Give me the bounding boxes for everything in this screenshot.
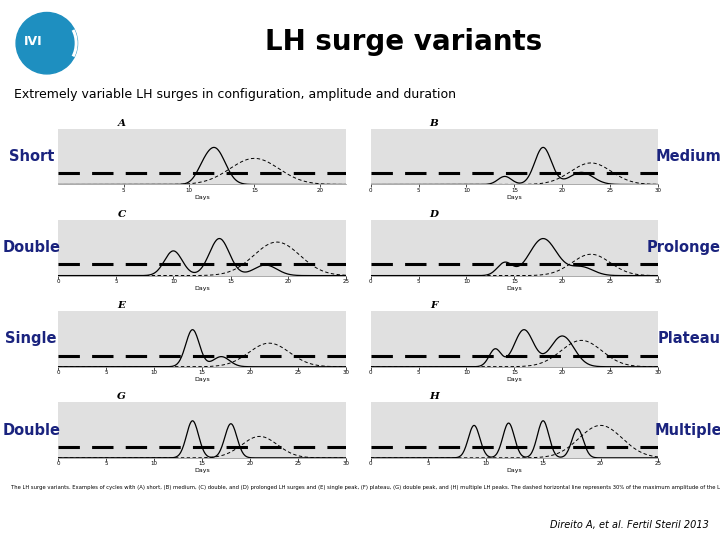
X-axis label: Days: Days [194,195,210,200]
Text: LH surge variants: LH surge variants [264,28,542,56]
X-axis label: Days: Days [506,286,522,291]
Text: Double: Double [2,240,60,255]
Text: Double: Double [2,423,60,437]
X-axis label: Days: Days [506,468,522,474]
Text: H: H [429,392,438,401]
Text: The LH surge variants. Examples of cycles with (A) short, (B) medium, (C) double: The LH surge variants. Examples of cycle… [11,485,720,490]
Text: B: B [429,119,438,128]
Text: Single: Single [6,332,57,347]
Text: Extremely variable LH surges in configuration, amplitude and duration: Extremely variable LH surges in configur… [14,88,456,101]
Text: Medium: Medium [656,149,720,164]
Text: A: A [117,119,125,128]
Text: D: D [429,210,438,219]
Text: C: C [117,210,126,219]
Text: Direito A, et al. Fertil Steril 2013: Direito A, et al. Fertil Steril 2013 [550,520,709,530]
Text: Plateau: Plateau [657,332,720,347]
X-axis label: Days: Days [506,377,522,382]
X-axis label: Days: Days [194,468,210,474]
Text: Multiple: Multiple [655,423,720,437]
X-axis label: Days: Days [194,286,210,291]
Text: Prolonged: Prolonged [647,240,720,255]
Text: IVI: IVI [24,35,43,48]
Text: G: G [117,392,126,401]
X-axis label: Days: Days [194,377,210,382]
Text: F: F [430,301,438,310]
Circle shape [16,12,78,74]
Text: E: E [117,301,125,310]
Text: Short: Short [9,149,54,164]
X-axis label: Days: Days [506,195,522,200]
